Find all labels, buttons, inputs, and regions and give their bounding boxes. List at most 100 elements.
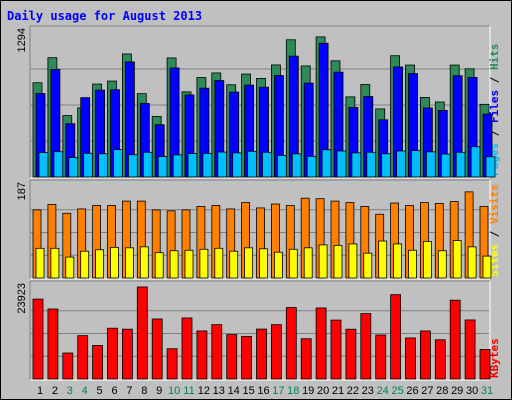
bar-kbytes-day-13 [211,324,223,380]
bar-pages-day-1 [38,152,49,178]
day-label-16: 16 [257,385,269,397]
day-label-13: 13 [213,385,225,397]
bar-pages-day-14 [232,152,243,178]
bar-pages-day-27 [425,151,436,178]
bar-kbytes-day-6 [107,327,118,380]
bar-pages-day-31 [485,156,496,178]
bar-pages-day-21 [336,150,347,178]
bar-kbytes-day-25 [390,294,402,380]
day-label-2: 2 [52,385,58,397]
day-label-5: 5 [97,385,103,397]
bar-sites-day-5 [95,249,104,279]
bar-pages-day-11 [187,153,198,178]
day-label-9: 9 [156,385,162,397]
bar-kbytes-day-14 [226,334,238,380]
bar-sites-day-11 [184,249,194,279]
bar-kbytes-day-22 [345,328,357,380]
bar-kbytes-day-11 [181,317,193,380]
bar-kbytes-day-8 [136,286,148,380]
bar-kbytes-day-1 [32,298,44,380]
bar-pages-day-28 [440,153,451,178]
day-label-22: 22 [347,385,359,397]
day-label-23: 23 [362,385,374,397]
bar-sites-day-1 [35,247,45,279]
bar-kbytes-day-19 [300,338,312,380]
bar-kbytes-day-27 [419,330,431,380]
bar-kbytes-day-7 [122,328,133,380]
day-label-11: 11 [183,385,194,397]
day-label-8: 8 [141,385,147,397]
bar-pages-day-24 [381,153,392,178]
bar-sites-day-13 [214,247,224,279]
bar-kbytes-day-23 [360,313,372,380]
bar-kbytes-day-17 [270,324,282,380]
bar-pages-day-23 [366,151,377,178]
day-label-3: 3 [67,385,73,397]
bar-sites-day-8 [139,246,149,279]
day-label-26: 26 [406,385,418,397]
bar-pages-day-10 [172,154,183,178]
bar-pages-day-26 [411,150,421,178]
day-label-17: 17 [272,385,284,397]
bar-sites-day-9 [154,252,164,279]
bar-sites-day-29 [452,240,462,279]
bar-sites-day-20 [318,244,328,279]
day-label-24: 24 [377,385,389,397]
bar-sites-day-2 [50,247,60,279]
bar-sites-day-25 [393,243,403,279]
bar-sites-day-27 [422,241,432,279]
bar-pages-day-7 [128,154,138,178]
bar-kbytes-day-21 [330,319,342,380]
bar-pages-day-16 [262,151,272,178]
bar-kbytes-day-4 [77,335,89,380]
bar-kbytes-day-24 [375,334,387,380]
bar-sites-day-15 [244,247,254,279]
legend-separator: / [488,70,501,90]
bar-kbytes-day-16 [256,328,267,380]
legend-item-hits: Hits [488,44,501,71]
day-label-21: 21 [332,385,344,397]
bar-kbytes-day-12 [196,330,208,380]
bar-sites-day-31 [482,255,492,279]
bar-pages-day-25 [396,150,407,178]
bar-kbytes-day-29 [449,299,461,380]
panel-pages-files-hits: 1294Pages / Files / Hits [16,25,501,179]
bar-sites-day-10 [169,250,179,279]
bar-sites-day-18 [288,248,298,279]
legend-separator: / [488,224,501,244]
bar-kbytes-day-5 [92,345,103,380]
bar-kbytes-day-15 [241,335,253,380]
legend-item-visits: Visits [488,184,501,224]
bar-sites-day-30 [467,246,477,279]
chart-title: Daily usage for August 2013 [7,9,202,23]
bar-sites-day-17 [273,251,283,279]
bar-pages-day-3 [68,157,79,178]
bar-pages-day-12 [202,153,213,178]
day-label-19: 19 [302,385,314,397]
day-label-28: 28 [436,385,448,397]
bar-kbytes-day-26 [405,337,416,380]
y-max-label: 1294 [16,28,28,52]
bar-sites-day-28 [437,250,447,279]
bar-pages-day-2 [53,151,64,178]
bar-kbytes-day-10 [166,348,178,380]
bar-pages-day-13 [217,151,228,178]
bar-sites-day-24 [378,240,388,279]
bar-kbytes-day-9 [151,318,163,380]
bar-pages-day-22 [351,152,362,178]
day-label-10: 10 [168,385,180,397]
bar-kbytes-day-31 [479,349,491,380]
bar-kbytes-day-18 [285,307,297,380]
bar-pages-day-15 [247,150,258,178]
bar-kbytes-day-3 [62,352,74,380]
bar-kbytes-day-20 [315,307,327,380]
day-label-1: 1 [37,385,43,397]
day-label-7: 7 [126,385,132,397]
bar-sites-day-21 [333,244,343,279]
bar-kbytes-day-30 [464,319,476,380]
bar-pages-day-5 [98,153,108,178]
